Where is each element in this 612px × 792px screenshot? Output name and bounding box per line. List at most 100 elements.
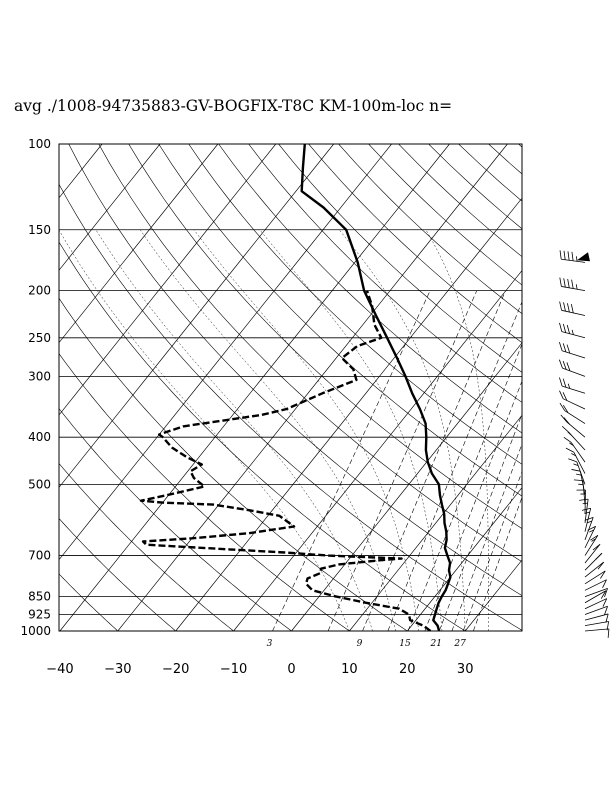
moist-adiabat — [259, 229, 443, 631]
dry-adiabat — [59, 462, 234, 631]
wind-barb-flag — [559, 250, 562, 260]
isotherm-line — [59, 144, 277, 416]
wind-barb-flag — [590, 534, 599, 541]
pressure-label: 700 — [28, 549, 51, 563]
wind-barb-half — [571, 453, 576, 457]
wind-barb-flag — [559, 402, 566, 411]
isotherm-line — [233, 269, 522, 631]
wind-barb-flag — [560, 414, 567, 423]
wind-barb-flag — [606, 621, 610, 631]
wind-barb-flag — [562, 323, 567, 333]
moist-adiabat — [59, 229, 350, 631]
wind-barb-flag — [579, 498, 589, 501]
dry-adiabat — [59, 517, 176, 631]
wind-barb-half — [573, 463, 579, 466]
mixing-ratio-label: 9 — [357, 639, 363, 649]
wind-barb-flag — [584, 516, 594, 521]
moist-adiabat — [193, 229, 420, 631]
wind-barb-flag — [600, 570, 606, 579]
dry-adiabat — [428, 144, 522, 230]
wind-barb-staff — [570, 442, 586, 463]
wind-barb-flag — [567, 278, 570, 288]
wind-barb-flag — [604, 588, 608, 598]
temperature-label: 0 — [287, 662, 295, 677]
wind-barb-staff — [584, 544, 601, 564]
mixing-ratio-line — [362, 290, 506, 631]
wind-barb-flag — [605, 613, 609, 623]
isotherm-line — [291, 342, 522, 631]
isotherm-line — [59, 144, 334, 488]
temperature-label: −30 — [104, 662, 131, 677]
wind-barb-staff — [584, 605, 608, 615]
wind-barb-half — [567, 383, 571, 389]
pressure-label: 925 — [28, 608, 51, 622]
dry-adiabat — [59, 297, 408, 631]
wind-barb-flag — [563, 417, 570, 425]
dry-adiabat — [308, 144, 522, 344]
wind-barb-flag — [592, 543, 601, 551]
isotherm-line — [59, 144, 450, 631]
wind-barb-half — [576, 256, 578, 262]
wind-barb-flag — [571, 251, 574, 261]
wind-barb-half — [571, 329, 574, 335]
wind-barb-flag — [607, 628, 610, 638]
isotherm-line — [59, 144, 219, 344]
wind-barb-flag — [595, 552, 603, 560]
wind-barb-flag — [597, 561, 605, 570]
mixing-ratio-line — [272, 290, 431, 631]
wind-barb-flag — [600, 590, 607, 599]
mixing-ratio-line — [462, 470, 522, 631]
mixing-ratio-line — [407, 343, 522, 631]
wind-barb-staff — [584, 517, 594, 541]
wind-barb-flag — [567, 251, 570, 261]
wind-barb-flag — [563, 278, 566, 288]
wind-barb-half — [575, 284, 578, 290]
dry-adiabat — [59, 353, 350, 631]
wind-barb-flag — [563, 250, 566, 260]
temperature-label: 30 — [457, 662, 474, 677]
mixing-ratio-line — [387, 301, 522, 631]
pressure-label: 200 — [28, 284, 51, 298]
isotherm-line — [59, 144, 392, 561]
wind-barb-flag — [559, 277, 562, 287]
mixing-ratio-label: 21 — [430, 639, 442, 649]
wind-barb-flag — [567, 303, 570, 313]
wind-barb-flag — [562, 405, 569, 414]
dry-adiabat — [59, 573, 119, 631]
dry-adiabat — [368, 144, 522, 286]
temperature-label: 10 — [341, 662, 358, 677]
dry-adiabat — [398, 144, 522, 258]
temperature-label: −40 — [46, 662, 73, 677]
pressure-label: 150 — [28, 223, 51, 237]
mixing-ratio-line — [438, 413, 522, 631]
isotherm-line — [349, 414, 522, 631]
wind-barb-flag — [570, 304, 574, 314]
temperature-label: 20 — [399, 662, 416, 677]
wind-barb-staff — [584, 621, 609, 627]
wind-barb-half — [569, 442, 574, 447]
wind-barb-half — [576, 473, 582, 476]
wind-barb-flag — [562, 343, 567, 353]
temperature-label: −10 — [220, 662, 247, 677]
wind-barb-staff — [584, 590, 606, 604]
mixing-ratio-line — [424, 380, 522, 631]
dry-adiabat — [98, 144, 522, 563]
dry-adiabat — [518, 144, 522, 148]
isotherm-line — [117, 144, 508, 631]
temperature-profile — [300, 144, 452, 631]
wind-pennant — [577, 252, 590, 262]
wind-barb-flag — [559, 377, 563, 387]
pressure-label: 850 — [28, 590, 51, 604]
mixing-ratio-line — [327, 290, 478, 631]
dry-adiabat — [59, 183, 522, 631]
wind-barb-flag — [563, 302, 566, 312]
pressure-label: 400 — [28, 430, 51, 444]
wind-barb-flag — [562, 378, 567, 388]
pressure-label: 500 — [28, 477, 51, 491]
wind-barb-staff — [584, 598, 607, 610]
wind-barb-flag — [562, 360, 567, 370]
dry-adiabat — [158, 144, 522, 497]
isotherm-line — [407, 487, 522, 631]
isotherm-line — [59, 144, 161, 271]
